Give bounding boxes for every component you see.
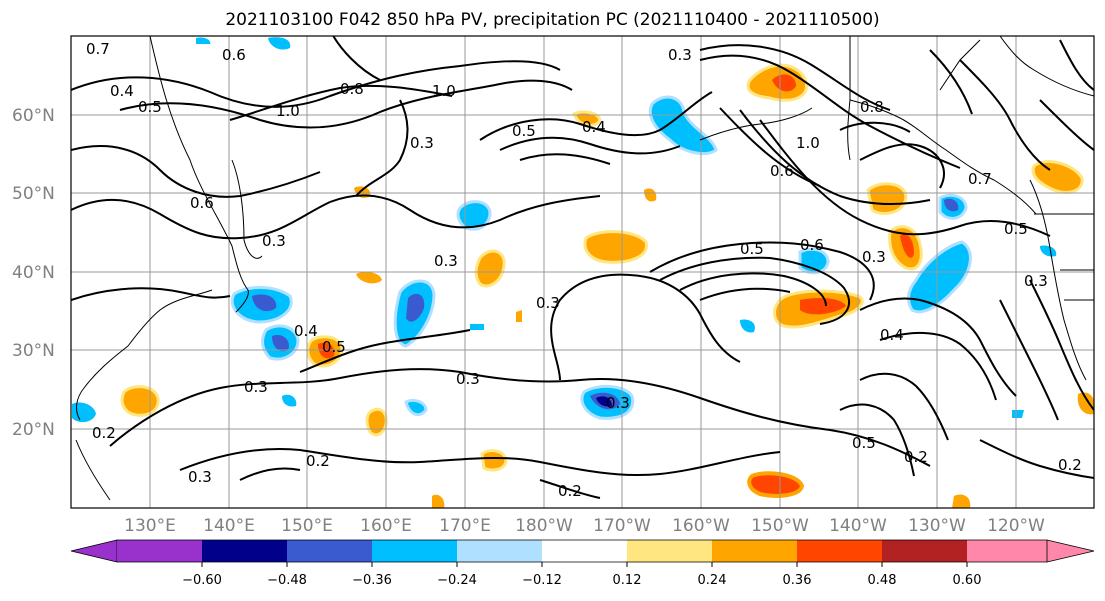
svg-text:150°W: 150°W: [751, 516, 809, 536]
colorbar-segment: [797, 540, 882, 562]
colorbar-segment: [372, 540, 457, 562]
svg-text:130°E: 130°E: [124, 516, 176, 536]
svg-text:140°W: 140°W: [829, 516, 887, 536]
colorbar-segment: [542, 540, 627, 562]
colorbar-tick-label: 0.12: [613, 573, 642, 588]
svg-text:0.5: 0.5: [1004, 220, 1028, 238]
colorbar-segment: [712, 540, 797, 562]
svg-text:140°E: 140°E: [203, 516, 255, 536]
svg-text:0.6: 0.6: [770, 162, 794, 180]
svg-text:150°E: 150°E: [281, 516, 333, 536]
colorbar-segment: [287, 540, 372, 562]
svg-text:0.3: 0.3: [244, 378, 268, 396]
colorbar-tick-label: 0.36: [783, 573, 812, 588]
colorbar-tick-label: −0.24: [437, 573, 477, 588]
svg-text:0.2: 0.2: [558, 482, 582, 500]
svg-text:170°W: 170°W: [593, 516, 651, 536]
svg-text:0.5: 0.5: [512, 122, 536, 140]
colorbar-tick-label: −0.48: [267, 573, 307, 588]
svg-text:60°N: 60°N: [12, 106, 55, 126]
svg-text:0.5: 0.5: [138, 98, 162, 116]
svg-text:0.6: 0.6: [190, 194, 214, 212]
svg-text:0.4: 0.4: [880, 326, 904, 344]
svg-text:0.2: 0.2: [92, 424, 116, 442]
svg-text:120°W: 120°W: [987, 516, 1045, 536]
svg-text:0.3: 0.3: [536, 294, 560, 312]
svg-text:0.5: 0.5: [740, 240, 764, 258]
svg-text:0.4: 0.4: [294, 322, 318, 340]
svg-text:0.2: 0.2: [1058, 456, 1082, 474]
svg-text:0.3: 0.3: [456, 370, 480, 388]
colorbar-segment: [882, 540, 967, 562]
svg-text:1.0: 1.0: [796, 134, 820, 152]
svg-text:0.7: 0.7: [86, 40, 110, 58]
colorbar: −0.60 −0.48 −0.36 −0.24 −0.12 0.12 0.24 …: [70, 539, 1095, 588]
colorbar-segment: [627, 540, 712, 562]
colorbar-segment: [967, 540, 1047, 562]
svg-text:0.6: 0.6: [800, 236, 824, 254]
svg-text:50°N: 50°N: [12, 184, 55, 204]
svg-text:0.3: 0.3: [606, 394, 630, 412]
colorbar-segment: [457, 540, 542, 562]
svg-text:0.7: 0.7: [968, 170, 992, 188]
precipitation-shading: [72, 37, 1094, 508]
colorbar-tick-label: −0.60: [182, 573, 222, 588]
svg-text:30°N: 30°N: [12, 341, 55, 361]
map-title: 2021103100 F042 850 hPa PV, precipitatio…: [225, 10, 880, 30]
svg-text:0.4: 0.4: [110, 82, 134, 100]
svg-text:0.5: 0.5: [852, 434, 876, 452]
contour-labels: 0.7 0.6 0.4 0.5 1.0 0.8 0.3 0.5 1.0 0.6 …: [86, 40, 1082, 500]
longitude-labels: 130°E 140°E 150°E 160°E 170°E 180°W 170°…: [124, 516, 1045, 536]
svg-text:0.3: 0.3: [262, 232, 286, 250]
svg-text:0.3: 0.3: [668, 46, 692, 64]
svg-text:0.8: 0.8: [860, 98, 884, 116]
svg-text:160°W: 160°W: [672, 516, 730, 536]
svg-text:0.6: 0.6: [222, 46, 246, 64]
graticule: [71, 36, 1094, 508]
svg-text:180°W: 180°W: [515, 516, 573, 536]
svg-text:20°N: 20°N: [12, 420, 55, 440]
svg-text:0.3: 0.3: [1024, 272, 1048, 290]
pv-contours: [71, 36, 1094, 499]
svg-text:0.5: 0.5: [322, 338, 346, 356]
svg-text:0.3: 0.3: [862, 248, 886, 266]
svg-text:1.0: 1.0: [432, 82, 456, 100]
svg-text:1.0: 1.0: [276, 102, 300, 120]
svg-text:130°W: 130°W: [908, 516, 966, 536]
svg-text:0.3: 0.3: [434, 252, 458, 270]
colorbar-tick-label: −0.36: [352, 573, 392, 588]
svg-text:0.2: 0.2: [904, 448, 928, 466]
svg-text:0.3: 0.3: [188, 468, 212, 486]
svg-text:0.2: 0.2: [306, 452, 330, 470]
colorbar-min-arrow: [70, 539, 118, 563]
colorbar-max-arrow: [1046, 539, 1095, 563]
colorbar-tick-label: −0.12: [522, 573, 562, 588]
svg-text:160°E: 160°E: [360, 516, 412, 536]
map-border: [70, 35, 1095, 509]
svg-text:0.3: 0.3: [410, 134, 434, 152]
colorbar-segment: [202, 540, 287, 562]
svg-text:170°E: 170°E: [439, 516, 491, 536]
latitude-labels: 60°N 50°N 40°N 30°N 20°N: [12, 106, 55, 440]
colorbar-segment: [117, 540, 202, 562]
svg-text:0.4: 0.4: [582, 118, 606, 136]
coastlines: [75, 36, 1094, 501]
svg-text:0.8: 0.8: [340, 80, 364, 98]
colorbar-tick-label: 0.48: [868, 573, 897, 588]
colorbar-tick-label: 0.24: [698, 573, 727, 588]
colorbar-tick-label: 0.60: [953, 573, 982, 588]
svg-text:40°N: 40°N: [12, 263, 55, 283]
